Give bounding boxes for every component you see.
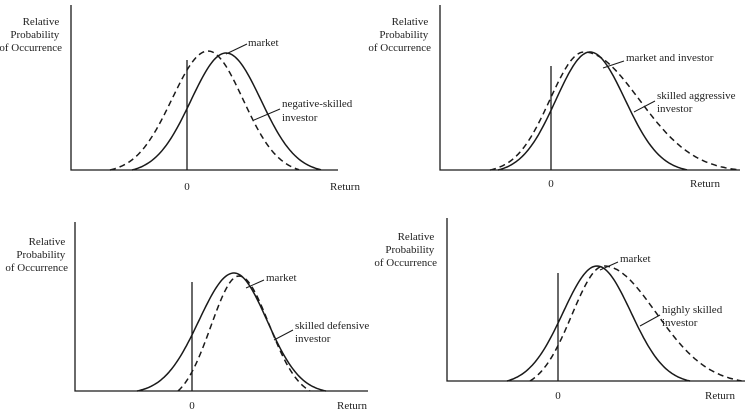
panel3-x-axis-label: Return — [337, 400, 367, 412]
panel4-axes — [446, 218, 745, 382]
panel1-market-pointer — [225, 43, 248, 55]
panel4-investor-label: highly skilled investor — [662, 304, 725, 329]
panel2-skilled-aggressive-investor-curve — [489, 51, 740, 171]
panel1-market-label: market — [248, 37, 279, 49]
panel1-negative-skilled-investor-curve — [109, 50, 300, 171]
panel1-ylabel: Relative Probability of Occurrence — [0, 16, 62, 54]
panel2-market-and-investor-curve — [497, 51, 688, 171]
panel4-market-label: market — [620, 253, 651, 265]
panel4-x-axis-label: Return — [705, 390, 735, 402]
panel4-investor-pointer — [639, 314, 661, 327]
panel4-ylabel: Relative Probability of Occurrence — [374, 231, 437, 269]
panel3-skilled-defensive-investor-curve — [177, 275, 311, 392]
panel4-market-pointer — [599, 261, 619, 271]
panel1-investor-pointer — [253, 108, 281, 121]
panel4-market-curve — [506, 265, 691, 382]
panel1-zero-label: 0 — [184, 181, 190, 193]
panel4-zero-label: 0 — [555, 390, 561, 402]
panel3-market-curve — [136, 272, 327, 392]
panel-negative-skilled: Relative Probability of Occurrence 0 Ret… — [0, 5, 360, 193]
panel3-market-label: market — [266, 272, 297, 284]
panel1-investor-label: negative-skilled investor — [282, 98, 355, 124]
panel2-investor-label: skilled aggressive investor — [657, 90, 738, 115]
panel1-axes — [70, 5, 338, 171]
panel-skilled-aggressive: Relative Probability of Occurrence 0 Ret… — [368, 5, 740, 190]
panel3-market-pointer — [245, 279, 265, 289]
panel1-market-curve — [131, 52, 322, 171]
panel3-ylabel: Relative Probability of Occurrence — [5, 236, 68, 274]
panel2-market-label: market and investor — [626, 52, 714, 64]
panel2-investor-pointer — [633, 100, 656, 113]
panel2-zero-label: 0 — [548, 178, 554, 190]
panel3-investor-label: skilled defensive investor — [295, 320, 372, 345]
panel3-axes — [74, 222, 368, 392]
panel2-x-axis-label: Return — [690, 178, 720, 190]
panel-highly-skilled: Relative Probability of Occurrence 0 Ret… — [374, 218, 745, 402]
panel4-highly-skilled-investor-curve — [529, 265, 742, 382]
panel-skilled-defensive: Relative Probability of Occurrence 0 Ret… — [5, 222, 372, 412]
panel3-investor-pointer — [273, 329, 294, 341]
panel3-zero-label: 0 — [189, 400, 195, 412]
panel2-ylabel: Relative Probability of Occurrence — [368, 16, 431, 54]
panel1-x-axis-label: Return — [330, 181, 360, 193]
panel2-axes — [439, 5, 740, 171]
panel2-market-pointer — [602, 60, 625, 69]
